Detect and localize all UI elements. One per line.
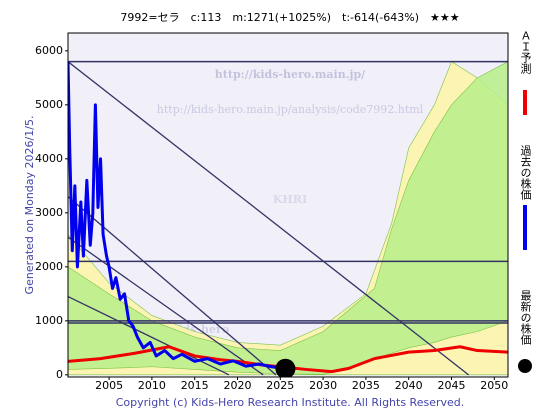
trend-line — [68, 236, 264, 376]
watermark: http://kids-hero.main.jp/ — [215, 68, 366, 81]
y-tick-label: 6000 — [35, 44, 63, 57]
series-line — [68, 61, 286, 371]
latest-price — [275, 358, 296, 377]
y-tick-label: 3000 — [35, 206, 63, 219]
forecast-band — [68, 61, 508, 375]
y-tick-label: 2000 — [35, 260, 63, 273]
x-tick-label: 2035 — [352, 379, 380, 392]
y-axis-label: Generated on Monday 2026/1/5. — [23, 116, 36, 295]
legend-label: ＡＩ予測 — [519, 30, 532, 75]
legend-label: 最新の株価 — [519, 290, 532, 345]
x-tick-label: 2025 — [266, 379, 294, 392]
chart-title: 7992=セラ c:113 m:1271(+1025%) t:-614(-643… — [120, 11, 459, 24]
trend-line — [68, 295, 230, 376]
plot-border — [67, 32, 509, 378]
x-tick-label: 2030 — [309, 379, 337, 392]
watermark: KHRI — [273, 193, 307, 206]
x-tick-label: 2050 — [480, 379, 508, 392]
plot: http://kids-hero.main.jp/http://kids-her… — [68, 60, 508, 377]
y-tick-label: 0 — [56, 368, 63, 381]
legend-swatch — [518, 359, 532, 373]
x-tick-label: 2005 — [95, 379, 123, 392]
x-tick-label: 2020 — [223, 379, 251, 392]
x-tick-label: 2040 — [395, 379, 423, 392]
y-tick-label: 4000 — [35, 152, 63, 165]
legend-label: 過去の株価 — [519, 145, 532, 200]
x-tick-label: 2045 — [438, 379, 466, 392]
trend-line — [68, 61, 470, 376]
y-tick-label: 1000 — [35, 314, 63, 327]
x-tick-label: 2010 — [138, 379, 166, 392]
y-tick-label: 5000 — [35, 98, 63, 111]
watermark: http://kids-hero.main.jp/analysis/code79… — [157, 103, 424, 116]
footer: Copyright (c) Kids-Hero Research Institu… — [116, 396, 465, 409]
x-tick-label: 2015 — [181, 379, 209, 392]
